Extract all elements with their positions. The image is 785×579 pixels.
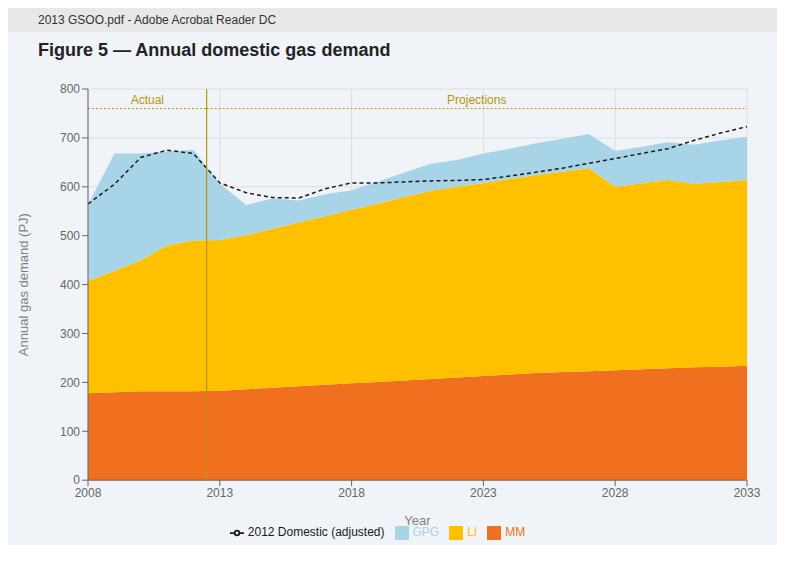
svg-text:300: 300 xyxy=(60,327,80,341)
svg-text:700: 700 xyxy=(60,131,80,145)
html-text:LI: LI xyxy=(467,525,478,540)
svg-text:2008: 2008 xyxy=(75,486,102,500)
svg-text:2033: 2033 xyxy=(734,486,761,500)
svg-text:400: 400 xyxy=(60,278,80,292)
html-text:GPG: GPG xyxy=(412,525,440,540)
svg-text:0: 0 xyxy=(73,473,80,487)
svg-text:2023: 2023 xyxy=(470,486,497,500)
svg-text:2013: 2013 xyxy=(206,486,233,500)
svg-text:2018: 2018 xyxy=(338,486,365,500)
html-text:2013 GSOO.pdf - Adobe Acrobat: 2013 GSOO.pdf - Adobe Acrobat Reader DC xyxy=(38,13,277,27)
html-text:MM: MM xyxy=(505,525,526,540)
svg-text:Actual: Actual xyxy=(131,93,164,107)
svg-text:800: 800 xyxy=(60,82,80,96)
svg-text:Projections: Projections xyxy=(447,93,506,107)
html-text:2012 Domestic (adjusted): 2012 Domestic (adjusted) xyxy=(247,525,385,540)
svg-text:100: 100 xyxy=(60,425,80,439)
html-text:Figure 5 — Annual domestic gas: Figure 5 — Annual domestic gas demand xyxy=(38,40,391,60)
svg-text:Annual gas demand (PJ): Annual gas demand (PJ) xyxy=(16,213,31,356)
svg-text:Year: Year xyxy=(404,513,431,528)
svg-text:600: 600 xyxy=(60,180,80,194)
svg-text:200: 200 xyxy=(60,376,80,390)
svg-text:500: 500 xyxy=(60,229,80,243)
svg-text:2028: 2028 xyxy=(602,486,629,500)
